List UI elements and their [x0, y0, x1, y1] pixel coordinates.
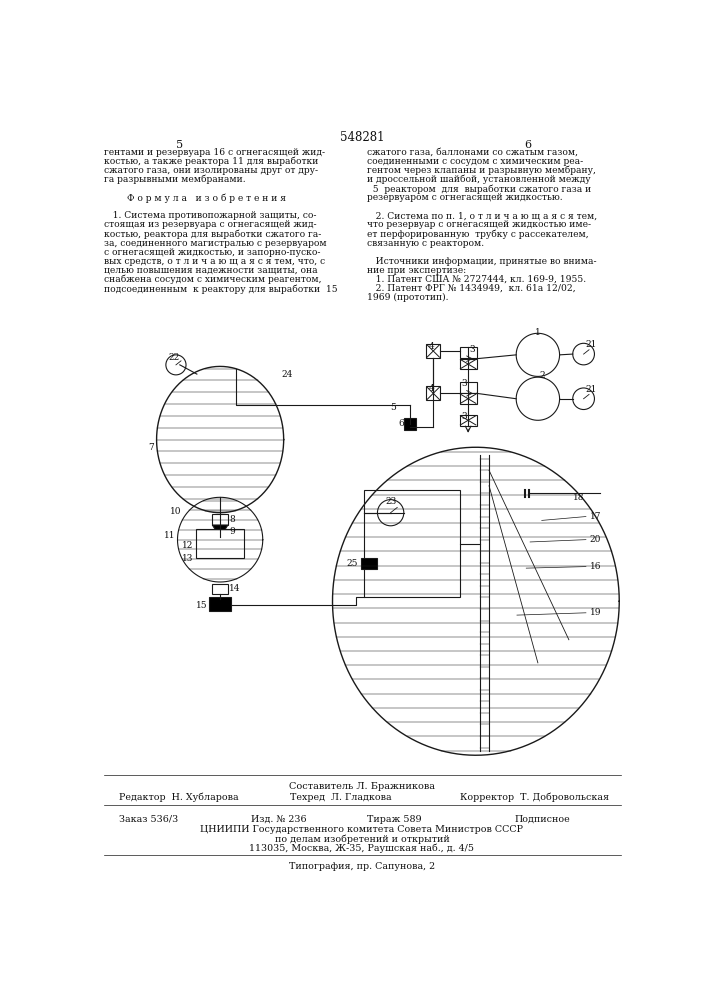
Text: ет перфорированную  трубку с рассекателем,: ет перфорированную трубку с рассекателем… [368, 229, 589, 239]
Bar [361, 558, 377, 569]
Text: гентами и резервуара 16 с огнегасящей жид-: гентами и резервуара 16 с огнегасящей жи… [104, 148, 325, 157]
Text: Типография, пр. Сапунова, 2: Типография, пр. Сапунова, 2 [289, 862, 435, 871]
Text: сжатого газа, они изолированы друг от дру-: сжатого газа, они изолированы друг от др… [104, 166, 318, 175]
Bar [460, 393, 477, 404]
Text: 17: 17 [590, 512, 601, 521]
Text: снабжена сосудом с химическим реагентом,: снабжена сосудом с химическим реагентом, [104, 275, 322, 284]
Text: 16: 16 [590, 562, 601, 571]
Text: Подписное: Подписное [515, 815, 571, 824]
Text: 24: 24 [281, 370, 293, 379]
Text: 1. Система противопожарной защиты, со-: 1. Система противопожарной защиты, со- [104, 211, 316, 220]
Text: резервуаром с огнегасящей жидкостью.: резервуаром с огнегасящей жидкостью. [368, 193, 563, 202]
Bar [209, 597, 231, 611]
Bar [196, 529, 244, 558]
Text: Составитель Л. Бражникова: Составитель Л. Бражникова [289, 782, 435, 791]
Bar [212, 514, 228, 525]
Text: 2: 2 [539, 371, 545, 380]
Bar [460, 415, 477, 426]
Text: 1969 (прототип).: 1969 (прототип). [368, 293, 449, 302]
Text: 2. Система по п. 1, о т л и ч а ю щ а я с я тем,: 2. Система по п. 1, о т л и ч а ю щ а я … [368, 211, 597, 220]
Text: 11: 11 [164, 531, 175, 540]
Text: 22: 22 [169, 353, 180, 362]
Bar [460, 382, 477, 393]
Text: ние при экспертизе:: ние при экспертизе: [368, 266, 467, 275]
Text: 4: 4 [429, 342, 435, 351]
Text: целью повышения надежности защиты, она: целью повышения надежности защиты, она [104, 266, 317, 275]
Text: 548281: 548281 [339, 131, 384, 144]
Text: Техред  Л. Гладкова: Техред Л. Гладкова [290, 793, 392, 802]
Text: 14: 14 [230, 584, 241, 593]
Text: га разрывными мембранами.: га разрывными мембранами. [104, 175, 245, 184]
Text: 3: 3 [469, 345, 475, 354]
Bar [426, 344, 440, 358]
Text: подсоединенным  к реактору для выработки  15: подсоединенным к реактору для выработки … [104, 284, 337, 294]
Text: 21: 21 [585, 385, 597, 394]
Text: 21: 21 [585, 340, 597, 349]
Text: 23: 23 [385, 497, 396, 506]
Text: 7: 7 [148, 443, 154, 452]
Text: Источники информации, принятые во внима-: Источники информации, принятые во внима- [368, 257, 597, 266]
Text: 1: 1 [535, 328, 541, 337]
Text: 5: 5 [176, 140, 183, 150]
Text: 13: 13 [182, 554, 194, 563]
Text: Редактор  Н. Хубларова: Редактор Н. Хубларова [119, 793, 239, 802]
Text: связанную с реактором.: связанную с реактором. [368, 239, 484, 248]
Text: 5: 5 [391, 403, 397, 412]
Text: 113035, Москва, Ж-35, Раушская наб., д. 4/5: 113035, Москва, Ж-35, Раушская наб., д. … [250, 844, 474, 853]
Text: ЦНИИПИ Государственного комитета Совета Министров СССР: ЦНИИПИ Государственного комитета Совета … [201, 825, 523, 834]
Text: Ф о р м у л а   и з о б р е т е н и я: Ф о р м у л а и з о б р е т е н и я [104, 193, 286, 203]
Text: 25: 25 [346, 559, 358, 568]
Text: костью, реактора для выработки сжатого га-: костью, реактора для выработки сжатого г… [104, 229, 321, 239]
Text: 10: 10 [170, 507, 182, 516]
Text: сжатого газа, баллонами со сжатым газом,: сжатого газа, баллонами со сжатым газом, [368, 148, 578, 157]
Text: и дроссельной шайбой, установленной между: и дроссельной шайбой, установленной межд… [368, 175, 591, 184]
Text: 5  реактором  для  выработки сжатого газа и: 5 реактором для выработки сжатого газа и [368, 184, 592, 194]
Text: 19: 19 [590, 608, 601, 617]
Bar [460, 347, 477, 358]
Bar [426, 386, 440, 400]
Text: 20: 20 [590, 535, 601, 544]
Text: Тираж 589: Тираж 589 [368, 815, 422, 824]
Text: вых средств, о т л и ч а ю щ а я с я тем, что, с: вых средств, о т л и ч а ю щ а я с я тем… [104, 257, 325, 266]
Text: с огнегасящей жидкостью, и запорно-пуско-: с огнегасящей жидкостью, и запорно-пуско… [104, 248, 320, 257]
Text: 2. Патент ФРГ № 1434949,  кл. 61а 12/02,: 2. Патент ФРГ № 1434949, кл. 61а 12/02, [368, 284, 576, 293]
Text: Заказ 536/3: Заказ 536/3 [119, 815, 179, 824]
Text: Изд. № 236: Изд. № 236 [251, 815, 307, 824]
Text: по делам изобретений и открытий: по делам изобретений и открытий [274, 835, 450, 844]
Text: 6: 6 [398, 419, 404, 428]
Text: стоящая из резервуара с огнегасящей жид-: стоящая из резервуара с огнегасящей жид- [104, 220, 317, 229]
Text: 1. Патент США № 2727444, кл. 169-9, 1955.: 1. Патент США № 2727444, кл. 169-9, 1955… [368, 275, 587, 284]
Text: 12: 12 [182, 541, 194, 550]
Polygon shape [212, 525, 228, 537]
Text: костью, а также реактора 11 для выработки: костью, а также реактора 11 для выработк… [104, 157, 318, 166]
Text: 15: 15 [196, 601, 208, 610]
Text: за, соединенного магистралью с резервуаром: за, соединенного магистралью с резервуар… [104, 239, 327, 248]
Bar [460, 359, 477, 369]
Text: что резервуар с огнегасящей жидкостью име-: что резервуар с огнегасящей жидкостью им… [368, 220, 592, 229]
Text: 4: 4 [429, 384, 435, 393]
Text: гентом через клапаны и разрывную мембрану,: гентом через клапаны и разрывную мембран… [368, 166, 596, 175]
Text: 6: 6 [524, 140, 532, 150]
Bar [363, 490, 460, 597]
Text: 8: 8 [230, 515, 235, 524]
Text: 3: 3 [461, 379, 467, 388]
Text: 9: 9 [230, 527, 235, 536]
Bar [404, 418, 416, 430]
Text: соединенными с сосудом с химическим реа-: соединенными с сосудом с химическим реа- [368, 157, 583, 166]
Text: 18: 18 [573, 493, 584, 502]
Text: 3: 3 [461, 412, 467, 421]
Bar [212, 584, 228, 594]
Text: Корректор  Т. Добровольская: Корректор Т. Добровольская [460, 793, 609, 802]
